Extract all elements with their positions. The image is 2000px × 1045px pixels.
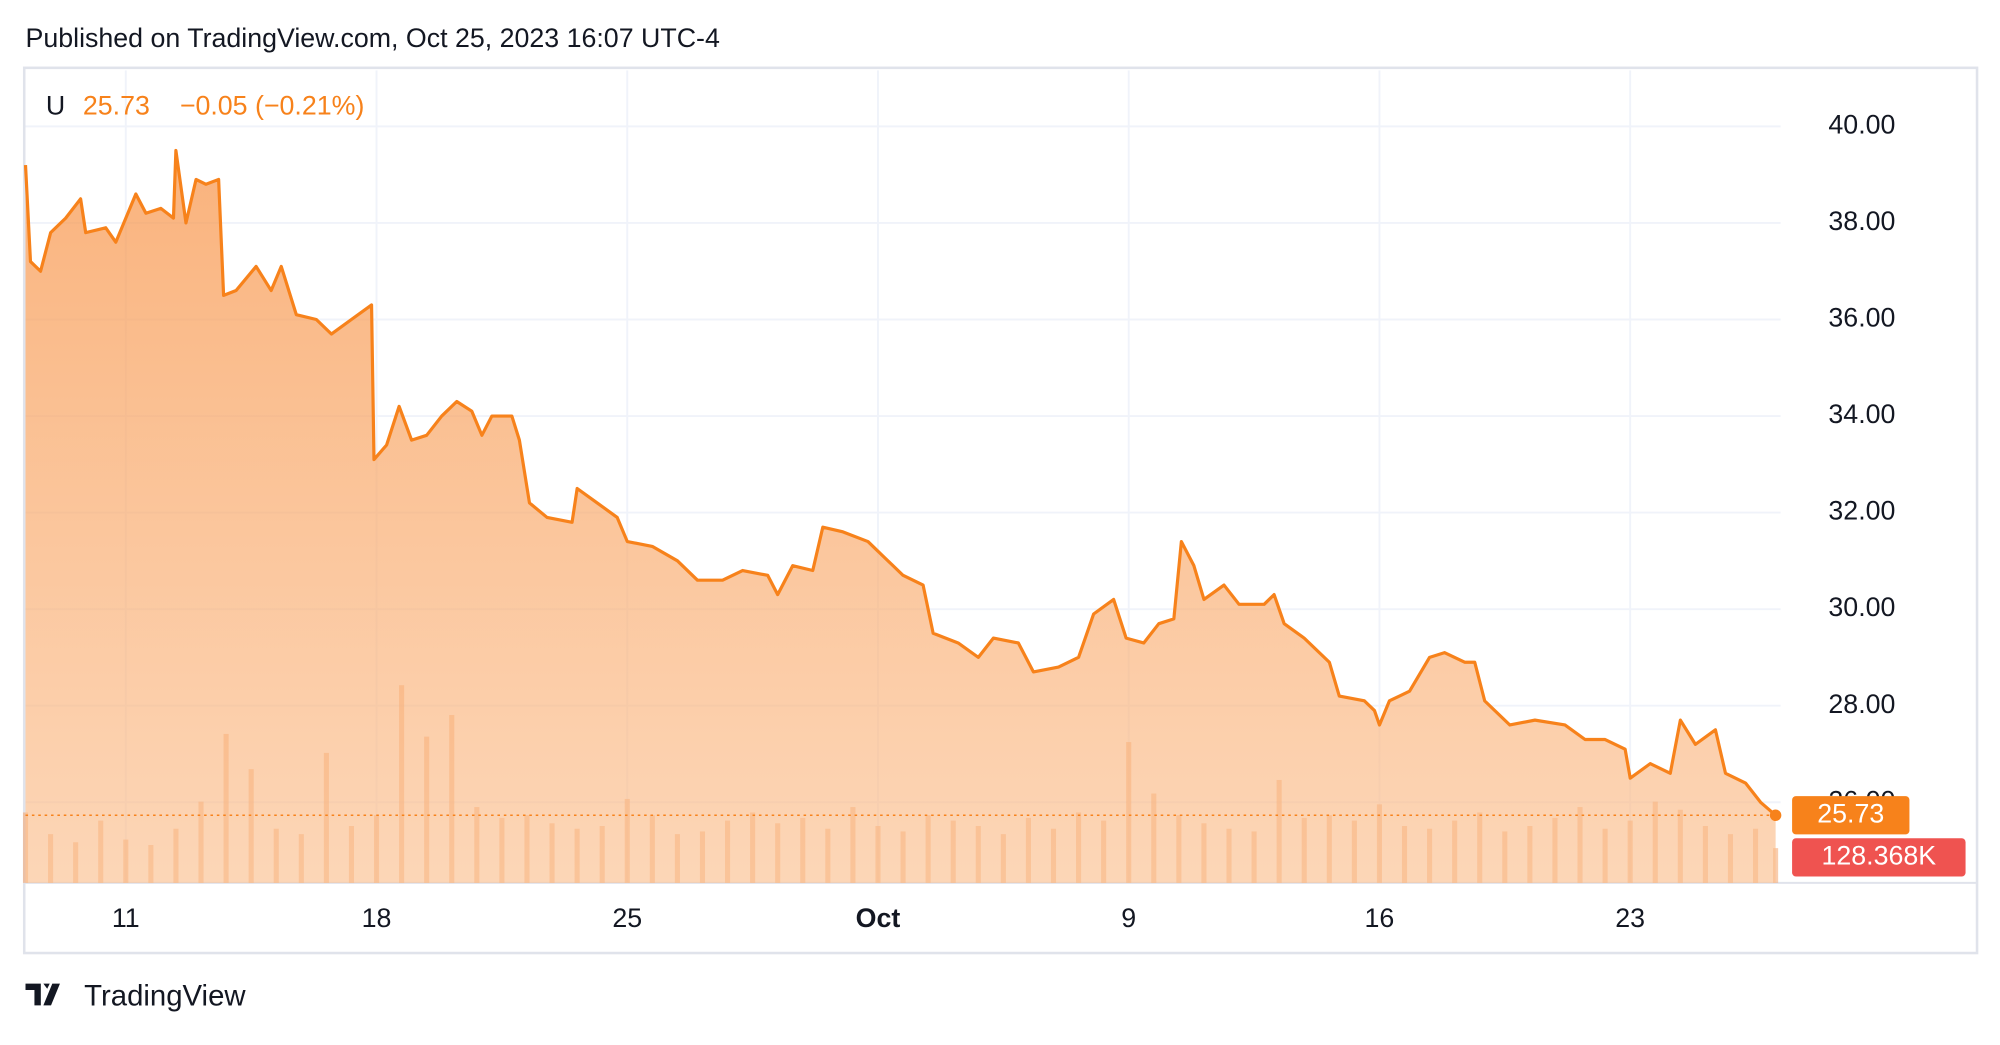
y-tick-label: 34.00: [1828, 399, 1895, 429]
x-tick-label: 18: [362, 903, 392, 933]
y-tick-label: 40.00: [1828, 109, 1895, 139]
symbol: U: [46, 90, 65, 120]
x-tick-label: Oct: [856, 903, 901, 933]
plot-area: 26.0028.0030.0032.0034.0036.0038.0040.00…: [22, 70, 1978, 933]
price-area: [25, 150, 1776, 883]
last-price-dot: [1769, 809, 1782, 822]
y-tick-label: 38.00: [1828, 206, 1895, 236]
published-line: Published on TradingView.com, Oct 25, 20…: [26, 23, 720, 53]
legend-last-value: 25.73: [83, 90, 150, 120]
y-tick-label: 32.00: [1828, 496, 1895, 526]
price-tag: [1792, 796, 1910, 835]
x-tick-label: 11: [112, 903, 140, 933]
x-tick-label: 25: [612, 903, 642, 933]
x-tick-label: 16: [1365, 903, 1395, 933]
y-tick-label: 28.00: [1828, 689, 1895, 719]
x-tick-label: 9: [1121, 903, 1136, 933]
brand-logo: [25, 983, 60, 1006]
y-tick-label: 36.00: [1828, 303, 1895, 333]
volume-tag-label: 128.368K: [1822, 840, 1937, 870]
volume-tag: [1792, 838, 1966, 877]
price-tag-label: 25.73: [1817, 798, 1884, 828]
brand-name: TradingView: [84, 979, 246, 1012]
price-line: [23, 148, 1777, 817]
legend-change: −0.05 (−0.21%): [180, 90, 365, 120]
x-tick-label: 23: [1615, 903, 1645, 933]
y-tick-label: 30.00: [1828, 592, 1895, 622]
